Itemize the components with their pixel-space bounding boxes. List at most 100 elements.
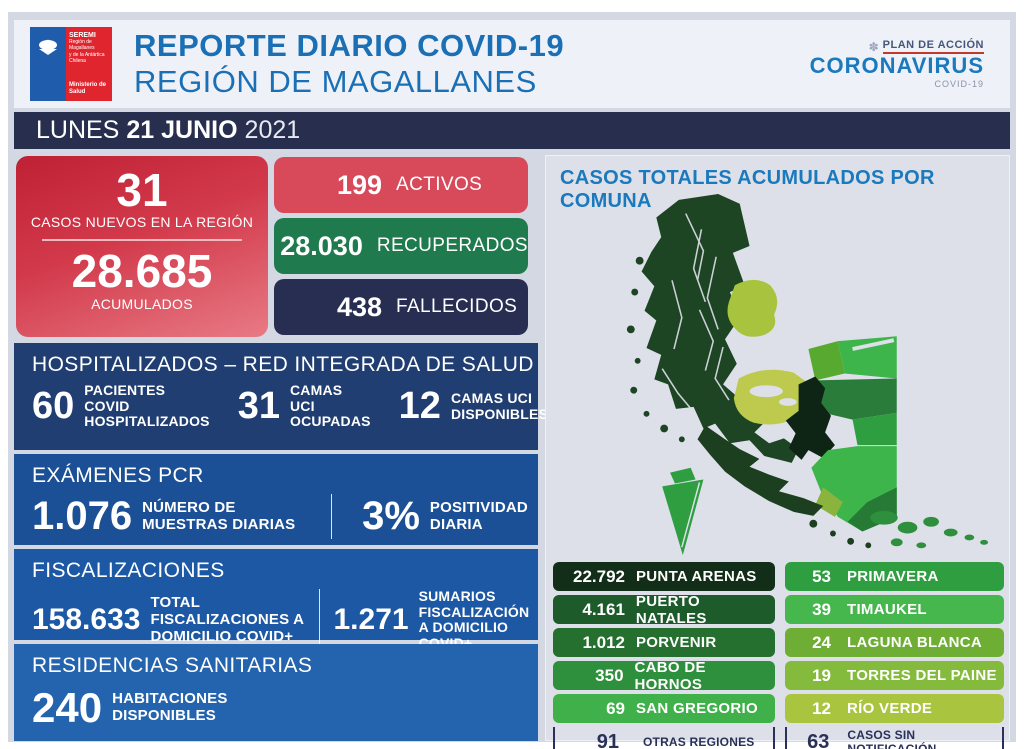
rooms-available-stat: 240 HABITACIONES DISPONIBLES [32,684,247,732]
comuna-label: LAGUNA BLANCA [847,634,982,651]
other-regions-label: OTRAS REGIONES [643,735,755,749]
positivity-stat: 3% POSITIVIDAD DIARIA [362,494,538,539]
report-title-line2: REGIÓN DE MAGALLANES [134,64,537,99]
comuna-label: CABO DE HORNOS [634,658,706,693]
new-cases-label: CASOS NUEVOS EN LA REGIÓN [30,214,254,231]
pcr-samples-label: NÚMERO DE MUESTRAS DIARIAS [142,498,296,533]
unnotified-cases-value: 63 [807,730,830,749]
divider [331,494,333,539]
comuna-value: 53 [812,566,831,586]
summaries-stat: 1.271 SUMARIOS FISCALIZACIÓN A DOMICILIO… [333,588,539,652]
comuna-row-primavera: 53 PRIMAVERA [785,562,1004,591]
comuna-panel: CASOS TOTALES ACUMULADOS POR COMUNA [545,155,1010,749]
rooms-available-value: 240 [32,684,103,731]
pcr-title: EXÁMENES PCR [32,464,204,487]
comuna-row-timaukel: 39 TIMAUKEL [785,595,1004,624]
comuna-label: SAN GREGORIO [636,700,758,717]
comuna-value: 12 [812,698,831,718]
plan-emblem-icon: ✽ [868,39,879,54]
divider [318,589,320,652]
region-map [552,192,1004,560]
comuna-row-rio-verde: 12 RÍO VERDE [785,694,1004,723]
summaries-value: 1.271 [333,603,409,637]
comuna-label: RÍO VERDE [847,700,933,717]
hospitalized-patients-value: 60 [32,385,75,427]
logo-seremi-label: SEREMI [69,32,96,39]
comuna-value: 22.792 [573,566,625,586]
deceased-value: 438 [336,291,382,322]
comuna-label: PRIMAVERA [847,568,939,585]
comuna-value: 4.161 [582,599,625,619]
icu-occupied-value: 31 [237,385,280,427]
plan-de-accion-logo: ✽ PLAN DE ACCIÓN CORONAVIRUS COVID-19 [809,39,984,89]
active-cases-pill: 199 ACTIVOS [274,157,528,213]
deceased-label: FALLECIDOS [396,296,518,317]
date-bar: LUNES 21 JUNIO 2021 [14,112,1010,149]
recovered-pill: 28.030 RECUPERADOS [274,218,528,274]
comuna-value: 19 [812,665,831,685]
pcr-samples-value: 1.076 [32,494,133,538]
positivity-value: 3% [362,494,420,538]
choropleth-map-icon [626,193,989,556]
hospitalized-patients-stat: 60 PACIENTES COVID HOSPITALIZADOS [32,382,210,430]
comuna-label: PUNTA ARENAS [636,568,757,585]
comuna-label: PUERTO NATALES [635,592,707,627]
hospitalized-patients-label: PACIENTES COVID HOSPITALIZADOS [84,382,210,430]
chile-coat-of-arms-icon [30,27,66,101]
residences-title: RESIDENCIAS SANITARIAS [32,654,313,677]
sanitary-residences-section: RESIDENCIAS SANITARIAS 240 HABITACIONES … [14,644,538,741]
accumulated-label: ACUMULADOS [91,295,193,312]
comuna-value: 24 [812,632,831,652]
logo-region-line1: Región de Magallanes [69,39,95,52]
icu-occupied-stat: 31 CAMAS UCI OCUPADAS [237,382,371,430]
icu-available-stat: 12 CAMAS UCI DISPONIBLES [399,385,548,428]
positivity-label: POSITIVIDAD DIARIA [429,498,528,533]
logo-region-line3: Chilena [69,57,86,64]
comuna-value: 1.012 [582,632,625,652]
unnotified-cases-label: CASOS SIN NOTIFICACIÓN [847,728,937,749]
icu-occupied-label: CAMAS UCI OCUPADAS [290,382,371,430]
comuna-row-punta-arenas: 22.792 PUNTA ARENAS [553,562,775,591]
comuna-value: 39 [812,599,831,619]
logo-ministry-label: Ministerio de Salud [69,81,107,95]
other-regions-value: 91 [596,730,619,749]
date-day: LUNES [36,116,120,144]
hospitalized-title: HOSPITALIZADOS – RED INTEGRADA DE SALUD [32,353,534,376]
summaries-label: SUMARIOS FISCALIZACIÓN A DOMICILIO COVID… [418,588,530,651]
icu-available-value: 12 [398,385,441,427]
total-inspections-label: TOTAL FISCALIZACIONES A DOMICILIO COVID+ [150,594,304,645]
date-year: 2021 [244,116,301,144]
comuna-value: 69 [606,698,625,718]
coronavirus-label: CORONAVIRUS [809,53,984,79]
other-regions-row: 91 OTRAS REGIONES [553,727,775,749]
icu-available-label: CAMAS UCI DISPONIBLES [450,389,549,422]
comuna-row-porvenir: 1.012 PORVENIR [553,628,775,657]
report-title-line1: REPORTE DIARIO COVID-19 [134,28,565,64]
comuna-row-torres-del-paine: 19 TORRES DEL PAINE [785,661,1004,690]
total-inspections-stat: 158.633 TOTAL FISCALIZACIONES A DOMICILI… [32,594,305,645]
plan-de-accion-label: PLAN DE ACCIÓN [882,39,984,55]
comuna-row-puerto-natales: 4.161 PUERTO NATALES [553,592,775,627]
inspections-section: FISCALIZACIONES 158.633 TOTAL FISCALIZAC… [14,549,538,652]
unnotified-cases-row: 63 CASOS SIN NOTIFICACIÓN [785,727,1004,749]
comuna-row-cabo-de-hornos: 350 CABO DE HORNOS [553,658,775,693]
seremi-logo: SEREMI Región de Magallanes y de la Antá… [30,27,112,101]
recovered-value: 28.030 [280,230,363,261]
report-title: REPORTE DIARIO COVID-19 REGIÓN DE MAGALL… [134,28,564,99]
hospitalized-section: HOSPITALIZADOS – RED INTEGRADA DE SALUD … [14,343,548,450]
deceased-pill: 438 FALLECIDOS [274,279,528,335]
pcr-section: EXÁMENES PCR 1.076 NÚMERO DE MUESTRAS DI… [14,454,538,545]
comuna-value: 350 [595,665,624,685]
new-cases-card: 31 CASOS NUEVOS EN LA REGIÓN 28.685 ACUM… [16,156,268,337]
date-daymonth: 21 JUNIO [126,116,238,144]
comuna-row-san-gregorio: 69 SAN GREGORIO [553,694,775,723]
accumulated-value: 28.685 [71,245,213,298]
header: SEREMI Región de Magallanes y de la Antá… [14,20,1010,108]
coat-of-arms-icon [39,39,57,55]
total-inspections-value: 158.633 [32,603,141,637]
recovered-label: RECUPERADOS [376,235,528,256]
new-cases-value: 31 [116,164,168,216]
comuna-panel-title: CASOS TOTALES ACUMULADOS POR COMUNA [560,167,935,212]
active-cases-value: 199 [336,169,382,200]
